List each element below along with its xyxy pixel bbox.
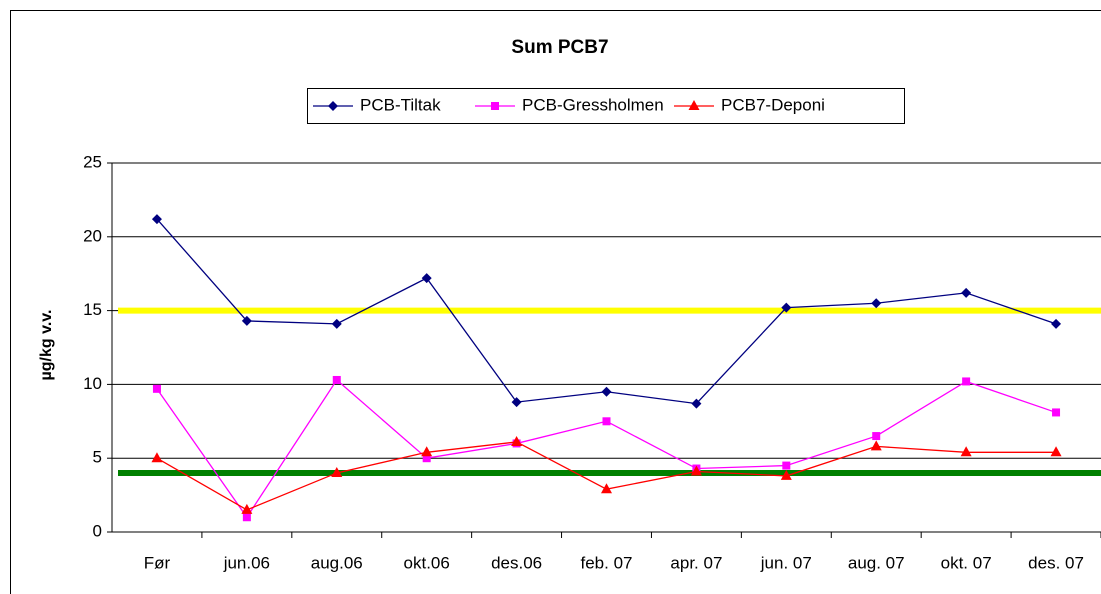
data-point xyxy=(422,454,431,463)
data-point xyxy=(1050,446,1062,457)
x-tick-label: jun.06 xyxy=(223,553,270,572)
y-tick-label: 0 xyxy=(93,521,102,540)
legend-label: PCB-Gressholmen xyxy=(522,95,664,114)
data-point xyxy=(152,384,161,393)
data-point xyxy=(960,446,972,457)
data-point xyxy=(781,302,792,313)
x-tick-label: okt. 07 xyxy=(941,553,992,572)
data-point xyxy=(690,465,702,476)
data-point xyxy=(691,398,702,409)
legend-marker xyxy=(491,102,499,110)
y-tick-label: 25 xyxy=(83,152,102,171)
legend-marker xyxy=(328,101,338,111)
data-point xyxy=(601,386,612,397)
data-point xyxy=(511,435,523,446)
data-point xyxy=(962,377,971,386)
x-tick-label: des. 07 xyxy=(1028,553,1084,572)
x-tick-label: Før xyxy=(144,553,171,572)
x-tick-label: apr. 07 xyxy=(670,553,722,572)
data-point xyxy=(601,483,612,494)
data-point xyxy=(871,298,882,309)
y-tick-label: 15 xyxy=(83,300,102,319)
x-tick-label: feb. 07 xyxy=(581,553,633,572)
data-point xyxy=(241,503,253,514)
data-point xyxy=(780,469,792,480)
data-point xyxy=(151,214,162,225)
chart-title: Sum PCB7 xyxy=(511,37,608,58)
x-tick-label: aug. 07 xyxy=(848,553,905,572)
x-tick-label: aug.06 xyxy=(311,553,363,572)
data-point xyxy=(1052,408,1061,417)
data-point xyxy=(511,397,522,408)
data-point xyxy=(331,466,343,477)
y-axis-label: µg/kg v.v. xyxy=(38,310,55,381)
x-tick-label: okt.06 xyxy=(404,553,450,572)
data-point xyxy=(872,432,881,441)
data-point xyxy=(782,461,791,470)
legend-marker xyxy=(688,100,700,110)
y-tick-label: 20 xyxy=(83,226,102,245)
data-point xyxy=(421,446,433,457)
y-tick-label: 10 xyxy=(83,374,102,393)
legend xyxy=(307,88,905,124)
data-point xyxy=(332,375,341,384)
data-point xyxy=(151,452,163,463)
legend-label: PCB7-Deponi xyxy=(721,95,825,114)
data-point xyxy=(870,440,882,451)
data-point xyxy=(421,273,432,284)
data-point xyxy=(602,417,611,426)
data-point xyxy=(241,315,252,326)
data-point xyxy=(961,287,972,298)
x-tick-label: des.06 xyxy=(491,553,542,572)
x-tick-label: jun. 07 xyxy=(760,553,812,572)
legend-label: PCB-Tiltak xyxy=(360,95,441,114)
data-point xyxy=(242,513,251,522)
data-point xyxy=(331,318,342,329)
data-point xyxy=(1051,318,1062,329)
y-tick-label: 5 xyxy=(93,448,102,467)
